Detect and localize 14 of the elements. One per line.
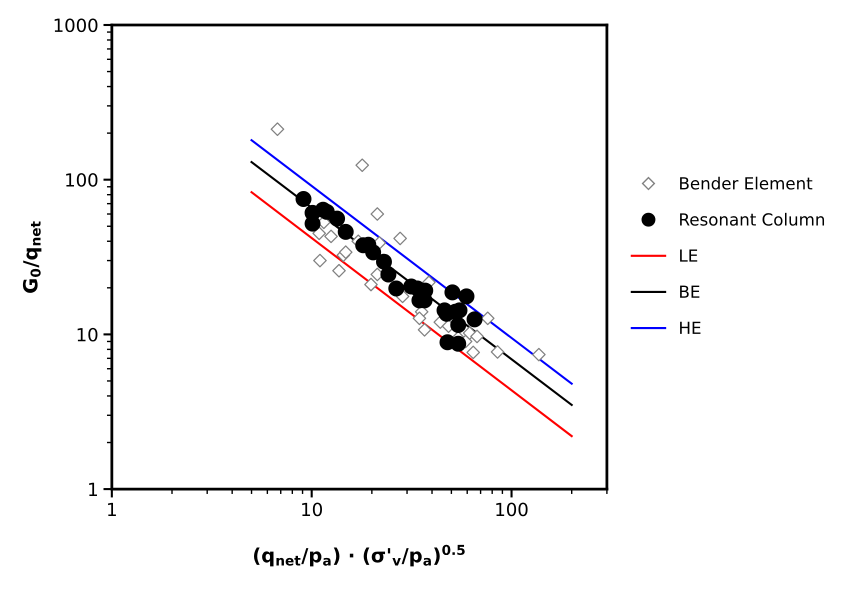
y-tick-label: 1000 bbox=[54, 18, 98, 32]
legend-label: LE bbox=[680, 249, 698, 262]
x-tick-label: 1 bbox=[108, 502, 116, 516]
y-tick-label: 10 bbox=[78, 328, 98, 342]
x-tick-label: 10 bbox=[302, 502, 322, 516]
y-axis-title: G$_{0}$/q$_{net}$ bbox=[22, 221, 42, 293]
y-tick-label: 1 bbox=[89, 482, 97, 496]
legend-label: Bender Element bbox=[680, 176, 812, 190]
x-tick-label: 100 bbox=[496, 502, 528, 516]
legend-label: HE bbox=[680, 322, 700, 334]
legend-label: Resonant Column bbox=[680, 212, 824, 226]
y-tick-label: 100 bbox=[66, 173, 98, 187]
legend-label: BE bbox=[680, 286, 700, 298]
text: (q$_{net}$/p$_{a}$) · (σ'$_{v}$/p$_{a}$)$^{0.5}$ bbox=[254, 544, 465, 566]
